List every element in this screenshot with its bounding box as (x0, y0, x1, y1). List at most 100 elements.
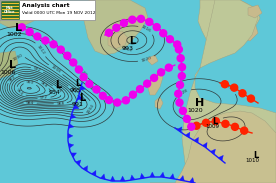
Circle shape (221, 81, 228, 88)
Text: L: L (15, 23, 22, 33)
Text: L: L (9, 60, 15, 70)
Polygon shape (170, 174, 175, 179)
Circle shape (176, 99, 183, 106)
Circle shape (105, 29, 112, 36)
Circle shape (151, 74, 158, 81)
Text: 1020: 1020 (76, 67, 87, 77)
Polygon shape (155, 97, 163, 109)
Text: L: L (129, 36, 135, 46)
Circle shape (248, 95, 254, 102)
Text: 1000: 1000 (12, 53, 23, 62)
Polygon shape (100, 174, 105, 179)
Text: L: L (75, 79, 81, 87)
Circle shape (113, 24, 120, 31)
Polygon shape (177, 127, 182, 132)
Circle shape (188, 123, 195, 130)
Circle shape (212, 118, 219, 125)
Circle shape (34, 33, 41, 40)
Circle shape (241, 127, 248, 134)
Circle shape (179, 64, 185, 71)
Polygon shape (71, 114, 76, 119)
Polygon shape (148, 71, 163, 95)
Text: 991: 991 (72, 102, 84, 107)
Polygon shape (76, 160, 81, 165)
Circle shape (232, 123, 238, 130)
Polygon shape (0, 0, 50, 28)
Circle shape (129, 91, 136, 98)
Circle shape (177, 55, 184, 62)
Polygon shape (73, 104, 79, 109)
Polygon shape (68, 124, 74, 128)
Polygon shape (240, 18, 258, 41)
Text: L: L (212, 117, 217, 126)
Text: 954: 954 (49, 89, 61, 94)
Polygon shape (198, 0, 260, 55)
Polygon shape (82, 0, 148, 55)
Text: 905: 905 (69, 87, 81, 92)
Circle shape (144, 80, 151, 87)
Circle shape (120, 20, 128, 27)
Text: 993: 993 (122, 46, 134, 51)
Text: 968: 968 (39, 80, 48, 88)
Text: 1020: 1020 (209, 117, 221, 126)
Polygon shape (68, 143, 74, 148)
Text: 976: 976 (54, 85, 62, 94)
Circle shape (57, 46, 64, 53)
Circle shape (160, 30, 167, 37)
Text: 1012: 1012 (36, 44, 46, 55)
Circle shape (70, 59, 77, 66)
Polygon shape (78, 95, 83, 100)
Polygon shape (182, 0, 276, 183)
Polygon shape (91, 170, 96, 176)
Bar (0, 0, 95, 20)
Circle shape (80, 74, 87, 81)
Circle shape (105, 96, 113, 104)
Polygon shape (68, 133, 73, 138)
Circle shape (86, 81, 93, 87)
Text: 1006: 1006 (0, 70, 16, 76)
Polygon shape (150, 172, 155, 177)
Circle shape (153, 24, 160, 31)
Text: 1020: 1020 (140, 56, 152, 63)
Circle shape (158, 69, 164, 76)
Polygon shape (83, 166, 88, 171)
Circle shape (177, 81, 184, 88)
Polygon shape (210, 149, 216, 154)
Circle shape (50, 41, 57, 48)
Text: 1012: 1012 (122, 46, 133, 53)
Polygon shape (202, 142, 207, 148)
Text: L: L (55, 80, 61, 90)
Polygon shape (180, 175, 184, 181)
Circle shape (64, 52, 71, 59)
Polygon shape (160, 172, 165, 178)
Text: Analysis chart: Analysis chart (22, 3, 70, 8)
Text: 960: 960 (26, 80, 34, 85)
Circle shape (99, 92, 106, 99)
Circle shape (179, 107, 186, 114)
Text: 1010: 1010 (245, 158, 259, 163)
Polygon shape (71, 153, 76, 157)
Polygon shape (140, 173, 145, 179)
Polygon shape (120, 176, 125, 181)
Circle shape (137, 15, 144, 22)
Text: L: L (79, 93, 85, 103)
Polygon shape (194, 137, 198, 143)
Polygon shape (185, 132, 190, 138)
Text: 1002: 1002 (6, 33, 22, 38)
Text: 988: 988 (56, 101, 65, 106)
Polygon shape (218, 155, 223, 161)
Text: 1020: 1020 (187, 109, 203, 113)
Circle shape (114, 99, 121, 106)
Circle shape (203, 119, 209, 126)
Circle shape (184, 115, 190, 122)
Polygon shape (248, 5, 262, 18)
Circle shape (146, 18, 153, 25)
Circle shape (193, 122, 200, 129)
Circle shape (175, 90, 182, 97)
Text: Met
Office: Met Office (4, 6, 16, 14)
Circle shape (178, 73, 185, 80)
Circle shape (122, 97, 129, 104)
Polygon shape (150, 111, 276, 183)
Circle shape (166, 36, 173, 43)
Circle shape (231, 84, 238, 91)
